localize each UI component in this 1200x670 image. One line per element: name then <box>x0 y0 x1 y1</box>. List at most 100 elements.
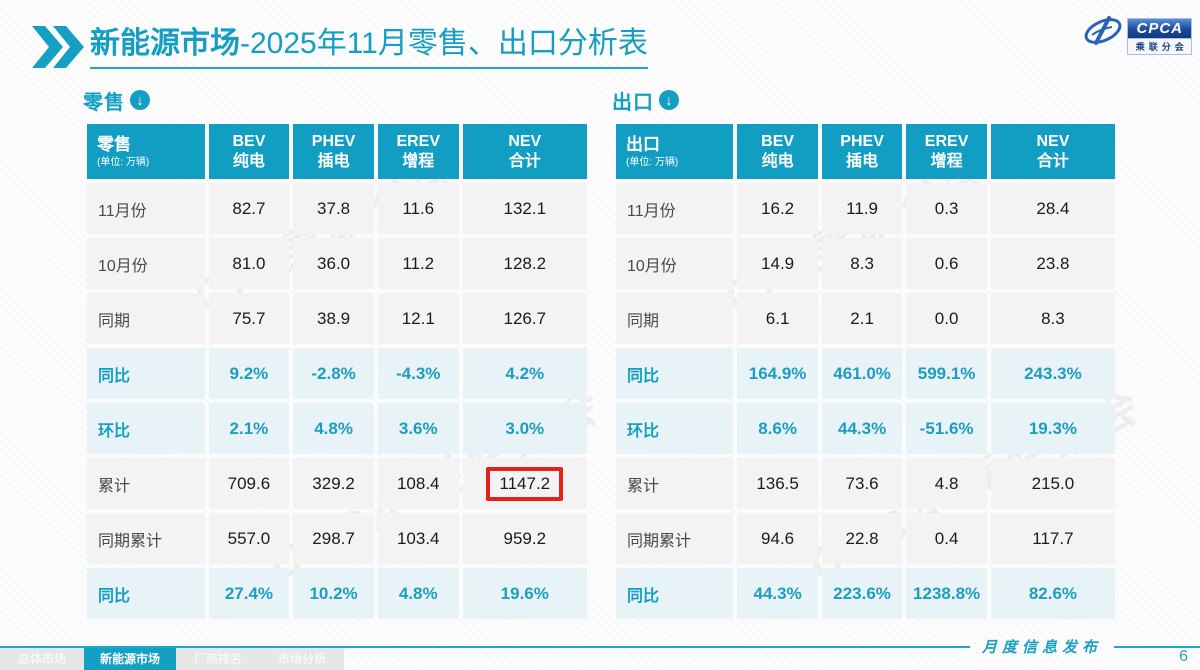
header-row: 零售 (单位: 万辆) BEV 纯电 PHEV 插电 EREV 增程 NEV 合计 <box>87 124 587 179</box>
value-cell: 329.2 <box>293 458 374 509</box>
row-label: 10月份 <box>87 238 205 289</box>
red-highlight-box: 1147.2 <box>486 466 564 501</box>
value-cell: 298.7 <box>293 513 374 564</box>
value-cell: 4.8% <box>293 403 374 454</box>
table-row-同期: 同期 6.1 2.1 0.0 8.3 <box>616 293 1115 344</box>
value-cell: -51.6% <box>906 403 987 454</box>
table-row-10月份: 10月份 14.9 8.3 0.6 23.8 <box>616 238 1115 289</box>
value-cell: 75.7 <box>208 293 290 344</box>
value-cell: 16.2 <box>737 183 818 234</box>
value-cell: 82.6% <box>990 568 1115 619</box>
table-row-同比: 同比 9.2% -2.8% -4.3% 4.2% <box>87 348 587 399</box>
value-cell: 3.0% <box>462 403 587 454</box>
value-cell: 2.1% <box>208 403 290 454</box>
row-label: 同期累计 <box>87 513 205 564</box>
down-arrow-circle-icon: ↓ <box>130 90 150 110</box>
value-cell: 14.9 <box>737 238 818 289</box>
value-cell: 959.2 <box>462 513 587 564</box>
value-cell: 4.8 <box>906 458 987 509</box>
table-row-11月份: 11月份 82.7 37.8 11.6 132.1 <box>87 183 587 234</box>
table-row-累计: 累计 709.6 329.2 108.4 1147.2 <box>87 458 587 509</box>
bottom-tabs: 总体市场 新能源市场 厂商排名 市场分析 <box>0 648 344 670</box>
row-label: 同比 <box>87 568 205 619</box>
value-cell: 215.0 <box>990 458 1115 509</box>
row-label: 11月份 <box>87 183 205 234</box>
page-title: 新能源市场-2025年11月零售、出口分析表 <box>90 26 648 69</box>
table-row-环比: 环比 2.1% 4.8% 3.6% 3.0% <box>87 403 587 454</box>
value-cell: 22.8 <box>821 513 903 564</box>
double-chevron-right-icon <box>32 24 84 75</box>
table-row-累计: 累计 136.5 73.6 4.8 215.0 <box>616 458 1115 509</box>
value-cell: 94.6 <box>737 513 818 564</box>
cpca-swoosh-icon <box>1082 15 1124 58</box>
value-cell: 599.1% <box>906 348 987 399</box>
export-table-mount: 出口 (单位: 万辆) BEV 纯电 PHEV 插电 EREV 增程 NEV 合计 11月份 16.2… <box>612 120 1119 623</box>
value-cell: 12.1 <box>377 293 459 344</box>
value-cell: 461.0% <box>821 348 903 399</box>
table-row-环比: 环比 8.6% 44.3% -51.6% 19.3% <box>616 403 1115 454</box>
row-label: 10月份 <box>616 238 734 289</box>
value-cell: 73.6 <box>821 458 903 509</box>
value-cell: 8.3 <box>990 293 1115 344</box>
row-label: 11月份 <box>616 183 734 234</box>
value-cell: 2.1 <box>821 293 903 344</box>
row-label: 同比 <box>616 348 734 399</box>
value-cell: 0.4 <box>906 513 987 564</box>
tab-新能源市场[interactable]: 新能源市场 <box>84 648 176 670</box>
retail-table-mount: 零售 (单位: 万辆) BEV 纯电 PHEV 插电 EREV 增程 NEV 合计 11月份 82.7… <box>83 120 591 623</box>
row-label: 同比 <box>87 348 205 399</box>
value-cell: 11.9 <box>821 183 903 234</box>
tab-总体市场[interactable]: 总体市场 <box>0 648 84 670</box>
page-title-rest: -2025年11月零售、出口分析表 <box>240 27 648 60</box>
table-row-同期累计: 同期累计 557.0 298.7 103.4 959.2 <box>87 513 587 564</box>
value-cell: 0.0 <box>906 293 987 344</box>
value-cell: 10.2% <box>293 568 374 619</box>
value-cell: 164.9% <box>737 348 818 399</box>
value-cell: 19.6% <box>462 568 587 619</box>
value-cell: -4.3% <box>377 348 459 399</box>
column-header-nev: NEV 合计 <box>990 124 1115 179</box>
column-header-phev: PHEV 插电 <box>293 124 374 179</box>
row-label: 累计 <box>87 458 205 509</box>
row-label: 同期 <box>616 293 734 344</box>
value-cell: -2.8% <box>293 348 374 399</box>
export-table: 出口 (单位: 万辆) BEV 纯电 PHEV 插电 EREV 增程 NEV 合计 11月份 16.2… <box>612 120 1119 623</box>
down-arrow-circle-icon: ↓ <box>659 90 679 110</box>
page-number: 6 <box>1179 648 1188 665</box>
value-cell: 8.3 <box>821 238 903 289</box>
value-cell: 0.6 <box>906 238 987 289</box>
value-cell: 103.4 <box>377 513 459 564</box>
value-cell: 1147.2 <box>462 458 587 509</box>
value-cell: 132.1 <box>462 183 587 234</box>
value-cell: 126.7 <box>462 293 587 344</box>
value-cell: 108.4 <box>377 458 459 509</box>
row-label: 环比 <box>87 403 205 454</box>
value-cell: 9.2% <box>208 348 290 399</box>
page-title-bold: 新能源市场 <box>90 27 240 60</box>
value-cell: 11.6 <box>377 183 459 234</box>
value-cell: 23.8 <box>990 238 1115 289</box>
value-cell: 36.0 <box>293 238 374 289</box>
value-cell: 709.6 <box>208 458 290 509</box>
value-cell: 4.8% <box>377 568 459 619</box>
export-section-label: 出口 <box>612 91 654 114</box>
table-row-10月份: 10月份 81.0 36.0 11.2 128.2 <box>87 238 587 289</box>
cpca-wordmark: CPCA <box>1127 18 1192 38</box>
value-cell: 6.1 <box>737 293 818 344</box>
value-cell: 557.0 <box>208 513 290 564</box>
table-row-同期累计: 同期累计 94.6 22.8 0.4 117.7 <box>616 513 1115 564</box>
table-row-同比: 同比 44.3% 223.6% 1238.8% 82.6% <box>616 568 1115 619</box>
tab-厂商排名[interactable]: 厂商排名 <box>176 648 260 670</box>
value-cell: 223.6% <box>821 568 903 619</box>
cpca-subtitle: 乘联分会 <box>1127 38 1192 55</box>
tab-市场分析[interactable]: 市场分析 <box>260 648 344 670</box>
column-header-nev: NEV 合计 <box>462 124 587 179</box>
footer-ribbon-text: 月度信息发布 <box>981 638 1102 656</box>
value-cell: 28.4 <box>990 183 1115 234</box>
row-label: 环比 <box>616 403 734 454</box>
column-header-erev: EREV 增程 <box>377 124 459 179</box>
row-label: 同期累计 <box>616 513 734 564</box>
cpca-logo: CPCA 乘联分会 <box>1082 15 1192 58</box>
table-row-11月份: 11月份 16.2 11.9 0.3 28.4 <box>616 183 1115 234</box>
footer-ribbon: 月度信息发布 <box>0 636 1200 657</box>
